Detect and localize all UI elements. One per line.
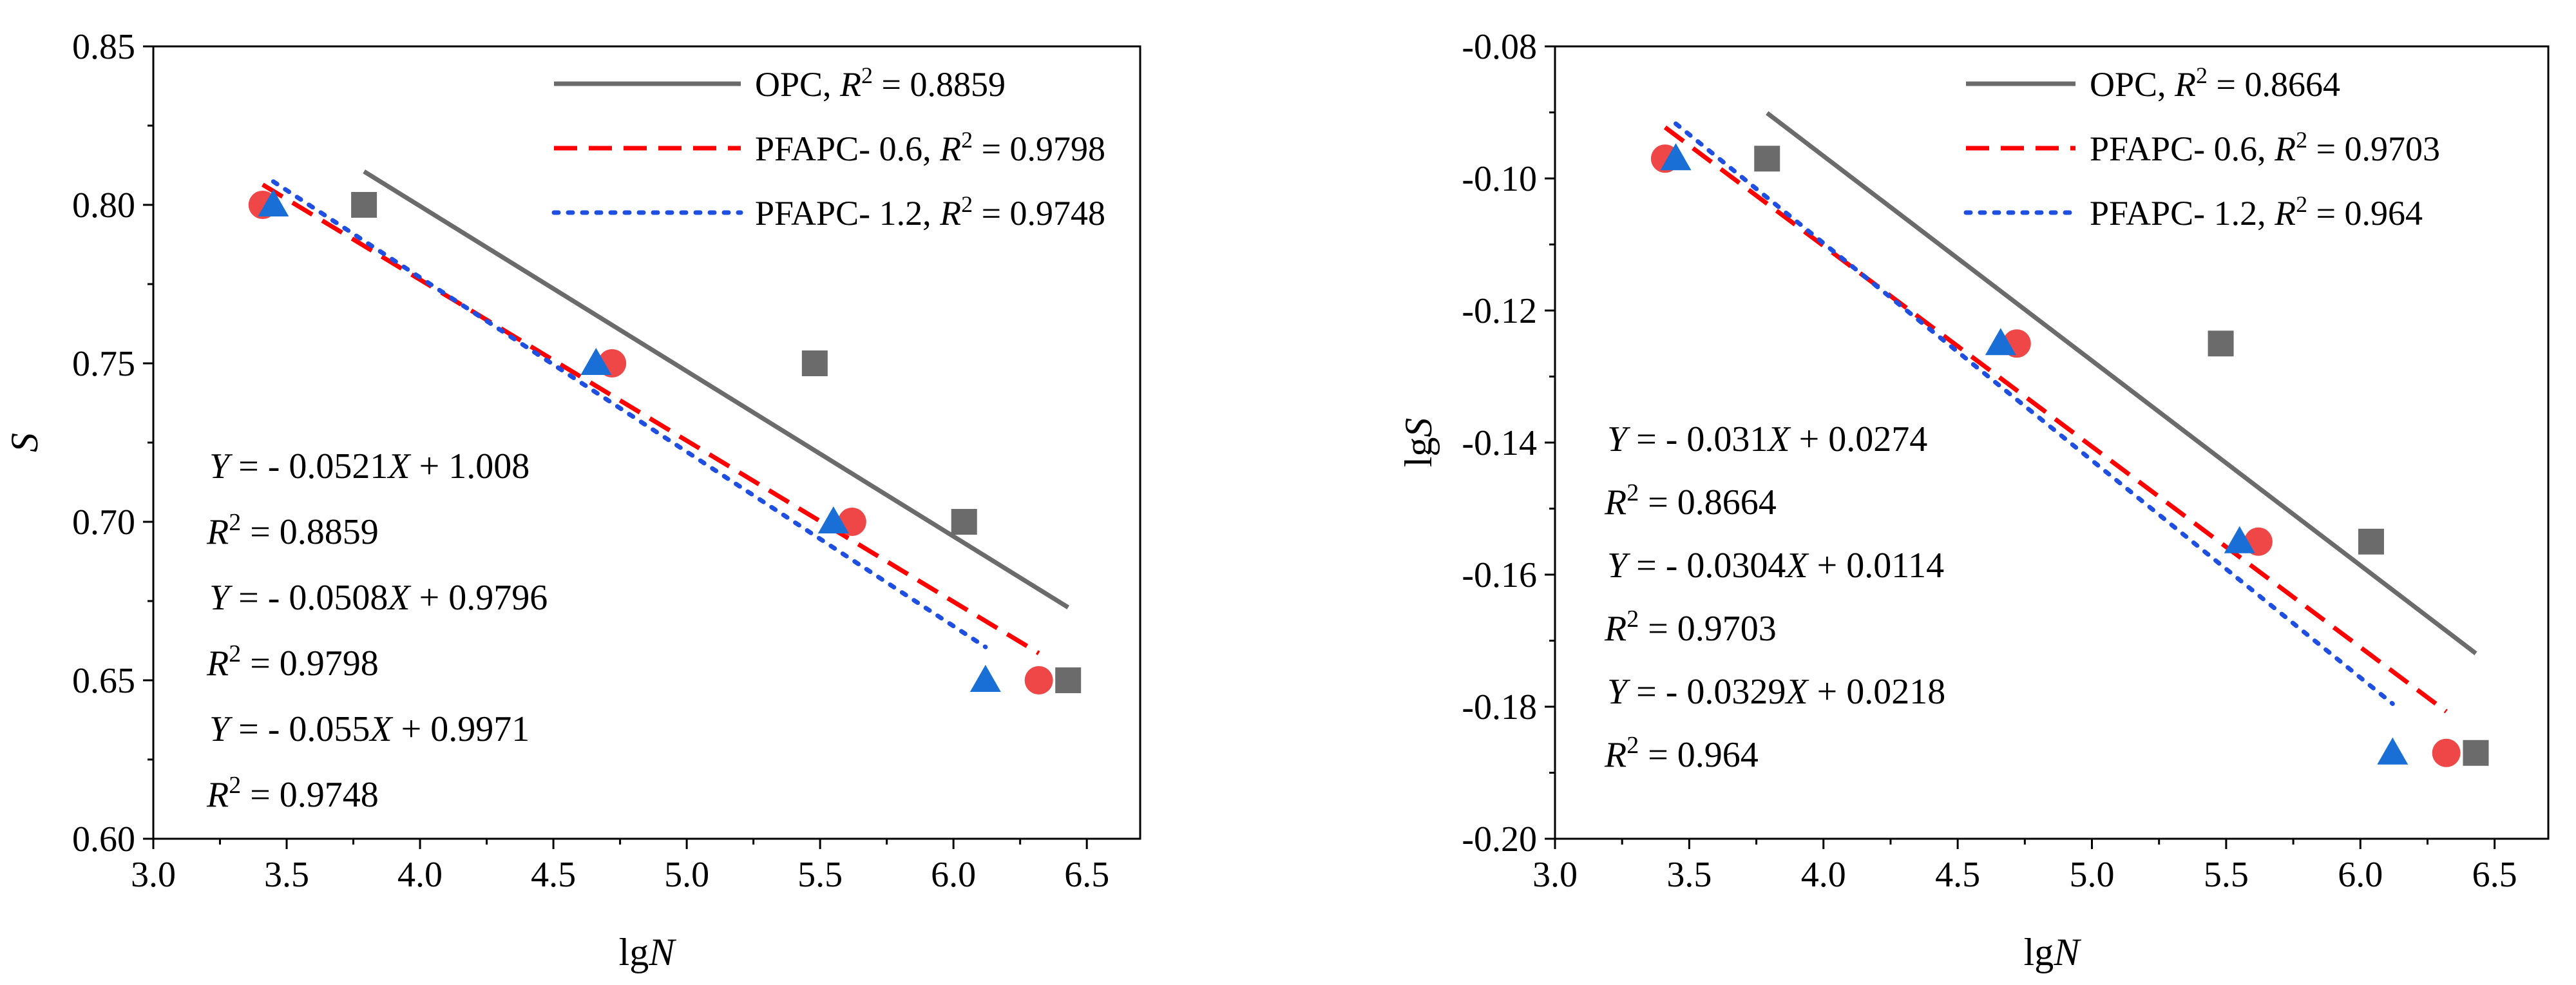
fit-line-0: [363, 169, 1070, 609]
legend-label: PFAPC- 1.2, R2 = 0.964: [2090, 191, 2423, 233]
x-tick-label: 3.5: [1666, 855, 1712, 895]
fit-equation: Y = - 0.055X + 0.9971: [209, 709, 530, 749]
y-tick-label: 0.65: [72, 661, 135, 701]
y-tick-label: -0.10: [1462, 159, 1537, 199]
x-tick-label: 5.5: [2204, 855, 2249, 895]
fit-r-squared: R2 = 0.8859: [206, 509, 379, 552]
fit-equation: Y = - 0.0304X + 0.0114: [1607, 546, 1944, 586]
x-tick-label: 4.5: [1935, 855, 1980, 895]
x-tick-label: 4.0: [1801, 855, 1846, 895]
x-axis-label: lgN: [619, 931, 677, 973]
legend-label: PFAPC- 0.6, R2 = 0.9703: [2090, 127, 2440, 168]
fit-line-1: [1663, 125, 2448, 714]
fit-line-1: [261, 182, 1040, 655]
x-tick-label: 6.5: [2472, 855, 2517, 895]
data-point-triangle: [2224, 526, 2255, 553]
legend-entry-0: OPC, R2 = 0.8859: [554, 62, 1006, 104]
data-point-square: [1754, 146, 1780, 172]
y-tick-label: 0.60: [72, 819, 135, 859]
legend-entry-0: OPC, R2 = 0.8664: [1966, 62, 2340, 104]
y-axis-label: S: [3, 433, 46, 452]
x-tick-label: 5.0: [2070, 855, 2115, 895]
fit-r-squared: R2 = 0.964: [1604, 732, 1759, 775]
x-tick-label: 3.0: [1532, 855, 1578, 895]
data-point-square: [1055, 667, 1082, 693]
x-axis-label: lgN: [2024, 931, 2082, 973]
fit-line-2: [1674, 121, 2395, 706]
data-point-square: [2208, 330, 2234, 357]
data-point-triangle: [2377, 737, 2409, 765]
legend-entry-1: PFAPC- 0.6, R2 = 0.9703: [1966, 127, 2440, 168]
data-point-triangle: [258, 189, 289, 216]
fit-r-squared: R2 = 0.8664: [1604, 479, 1777, 522]
legend-label: OPC, R2 = 0.8664: [2090, 62, 2340, 104]
y-tick-label: 0.80: [72, 186, 135, 225]
x-tick-label: 6.0: [931, 855, 976, 895]
legend-entry-1: PFAPC- 0.6, R2 = 0.9798: [554, 127, 1105, 168]
fit-r-squared: R2 = 0.9703: [1604, 606, 1777, 649]
fit-line-0: [1766, 111, 2477, 656]
x-tick-label: 4.0: [397, 855, 443, 895]
data-point-triangle: [817, 506, 849, 533]
x-tick-label: 5.5: [797, 855, 843, 895]
x-tick-label: 3.0: [131, 855, 176, 895]
data-point-triangle: [969, 665, 1001, 692]
data-point-square: [2358, 528, 2384, 555]
legend-label: OPC, R2 = 0.8859: [755, 62, 1006, 104]
fit-equation: Y = - 0.0508X + 0.9796: [209, 578, 548, 618]
legend-label: PFAPC- 1.2, R2 = 0.9748: [755, 191, 1105, 233]
legend-entry-2: PFAPC- 1.2, R2 = 0.9748: [551, 191, 1105, 233]
x-tick-label: 4.5: [531, 855, 576, 895]
data-point-square: [351, 192, 377, 218]
fit-line-2: [271, 179, 988, 649]
y-tick-label: -0.20: [1462, 819, 1537, 859]
legend-label: PFAPC- 0.6, R2 = 0.9798: [755, 127, 1105, 168]
fit-r-squared: R2 = 0.9798: [206, 640, 379, 684]
right-chart: 3.0 3.5 4.0 4.5 5.0 5.5 6.0 6.5 -0.20 -0.18 -0.16 -…: [1397, 27, 2550, 973]
data-point-triangle: [1660, 143, 1692, 171]
data-point-triangle: [1985, 328, 2016, 356]
fit-equation: Y = - 0.031X + 0.0274: [1607, 419, 1927, 459]
fit-r-squared: R2 = 0.9748: [206, 772, 379, 815]
data-point-square: [951, 509, 977, 535]
left-chart: 3.0 3.5 4.0 4.5 5.0 5.5 6.0 6.5 0.60 0.65 0.70 0.75…: [3, 27, 1141, 973]
data-point-square: [801, 350, 828, 376]
y-tick-label: 0.75: [72, 344, 135, 384]
y-tick-label: 0.85: [72, 27, 135, 67]
data-point-circle: [1024, 666, 1053, 694]
data-point-square: [2463, 740, 2489, 766]
fit-equation: Y = - 0.0329X + 0.0218: [1607, 672, 1945, 712]
data-point-circle: [2432, 738, 2461, 767]
y-tick-label: -0.16: [1462, 555, 1537, 595]
y-tick-label: -0.08: [1462, 27, 1537, 67]
y-tick-label: -0.12: [1462, 291, 1537, 331]
x-tick-label: 5.0: [664, 855, 709, 895]
legend-entry-2: PFAPC- 1.2, R2 = 0.964: [1963, 191, 2423, 233]
y-axis-label: lgS: [1397, 418, 1440, 468]
y-tick-label: 0.70: [72, 502, 135, 542]
x-tick-label: 3.5: [264, 855, 309, 895]
y-tick-label: -0.18: [1462, 687, 1537, 727]
data-point-triangle: [580, 348, 612, 375]
y-tick-label: -0.14: [1462, 423, 1537, 463]
fit-equation: Y = - 0.0521X + 1.008: [209, 446, 530, 486]
x-tick-label: 6.0: [2338, 855, 2383, 895]
x-tick-label: 6.5: [1064, 855, 1109, 895]
